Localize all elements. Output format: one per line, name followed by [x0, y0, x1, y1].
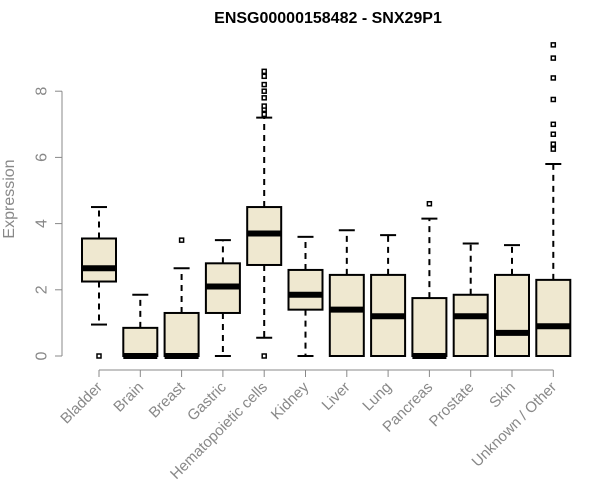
outlier-point: [550, 146, 557, 152]
box-skin: [494, 244, 530, 357]
outlier-point: [261, 95, 267, 101]
outlier-point: [261, 111, 267, 118]
outlier-point: [550, 141, 557, 147]
outlier-point: [96, 353, 102, 359]
y-tick-label: 4: [34, 219, 51, 228]
outlier-point: [550, 75, 557, 81]
y-tick-label: 8: [34, 87, 51, 96]
outlier-point: [261, 73, 267, 80]
box-iqr: [411, 297, 448, 358]
outlier-point: [550, 121, 557, 128]
x-tick-label: Brain: [110, 379, 147, 416]
box-iqr: [81, 237, 117, 283]
outlier-point: [261, 103, 267, 109]
outlier-point: [261, 81, 267, 88]
box-brain: [122, 293, 159, 359]
x-tick-label: Liver: [319, 379, 354, 414]
box-breast: [163, 237, 200, 359]
x-tick-label: Kidney: [268, 378, 313, 423]
x-tick-label: Breast: [146, 378, 189, 421]
box-pancreas: [411, 200, 448, 359]
box-kidney: [287, 235, 324, 357]
outlier-point: [426, 200, 433, 207]
outlier-point: [261, 353, 267, 359]
box-iqr: [452, 293, 489, 358]
y-axis: 0 2 4 6 8: [34, 87, 63, 360]
x-tick-label: Skin: [486, 379, 519, 412]
box-iqr: [287, 268, 324, 311]
box-group: [81, 42, 572, 359]
box-gastric: [204, 239, 241, 357]
box-unknown-other: [535, 42, 572, 357]
y-axis-label: Expression: [1, 159, 18, 238]
outlier-point: [550, 55, 557, 61]
x-tick-label: Bladder: [57, 379, 106, 428]
y-tick-label: 2: [34, 285, 51, 294]
chart-title: ENSG00000158482 - SNX29P1: [214, 10, 442, 27]
box-iqr: [494, 273, 530, 357]
box-iqr: [163, 311, 200, 357]
outlier-point: [550, 42, 557, 48]
box-bladder: [81, 206, 117, 359]
box-hematopoietic-cells: [246, 68, 283, 359]
outlier-point: [261, 88, 267, 94]
outlier-point: [550, 131, 557, 137]
outlier-point: [178, 237, 185, 243]
y-tick-label: 6: [34, 153, 51, 162]
box-iqr: [535, 278, 572, 357]
y-tick-label: 0: [34, 351, 51, 360]
box-iqr: [328, 273, 365, 357]
box-iqr: [122, 326, 159, 357]
box-prostate: [452, 242, 489, 358]
outlier-point: [261, 68, 267, 75]
box-liver: [328, 229, 365, 357]
x-tick-label: Lung: [359, 379, 395, 415]
x-tick-label: Prostate: [426, 379, 478, 431]
box-lung: [370, 234, 407, 357]
outlier-point: [550, 96, 557, 103]
